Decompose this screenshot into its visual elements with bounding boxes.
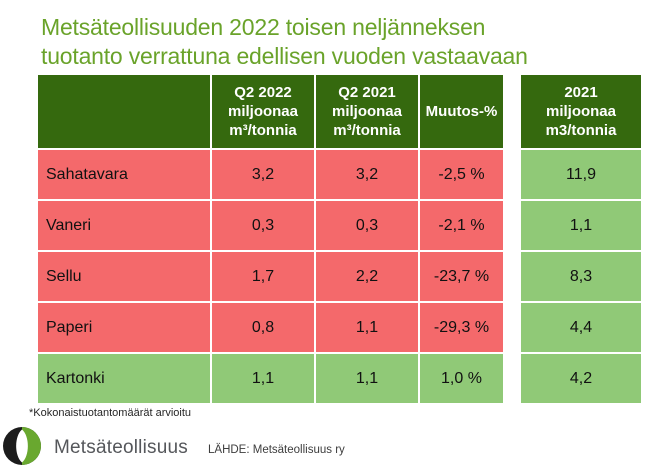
header-muutos: Muutos-% — [420, 75, 503, 148]
row-label-sellu: Sellu — [38, 252, 210, 301]
column-gap — [505, 354, 519, 403]
column-gap — [505, 252, 519, 301]
cell-paperi-q2-2021: 1,1 — [316, 303, 418, 352]
logo-wordmark: Metsäteollisuus — [54, 437, 188, 458]
cell-sellu-q2-2022: 1,7 — [212, 252, 314, 301]
header-q2-2021-line3: m³/tonnia — [333, 122, 401, 139]
footnote: *Kokonaistuotantomäärät arvioitu — [29, 407, 192, 419]
header-q2-2022: Q2 2022 miljoonaa m³/tonnia — [212, 75, 314, 148]
header-q2-2021: Q2 2021 miljoonaa m³/tonnia — [316, 75, 418, 148]
column-gap — [505, 201, 519, 250]
title-line2: tuotanto verrattuna edellisen vuoden vas… — [41, 43, 528, 69]
cell-kartonki-2021: 4,2 — [521, 354, 641, 403]
header-2021-line2: miljoonaa — [545, 103, 616, 120]
header-q2-2022-line1: Q2 2022 — [234, 84, 292, 101]
cell-vaneri-2021: 1,1 — [521, 201, 641, 250]
row-label-vaneri: Vaneri — [38, 201, 210, 250]
cell-sahatavara-q2-2021: 3,2 — [316, 150, 418, 199]
cell-paperi-q2-2022: 0,8 — [212, 303, 314, 352]
cell-sahatavara-muutos: -2,5 % — [420, 150, 503, 199]
header-empty — [38, 75, 210, 148]
logo-white-leaf — [16, 429, 28, 463]
cell-sahatavara-2021: 11,9 — [521, 150, 641, 199]
header-q2-2021-line1: Q2 2021 — [338, 84, 396, 101]
cell-sellu-q2-2021: 2,2 — [316, 252, 418, 301]
logo-green-half — [22, 427, 41, 465]
cell-paperi-2021: 4,4 — [521, 303, 641, 352]
source-label: LÄHDE: Metsäteollisuus ry — [208, 444, 345, 456]
header-q2-2021-line2: miljoonaa — [331, 103, 402, 120]
header-muutos-label: Muutos-% — [425, 103, 498, 120]
header-2021: 2021 miljoonaa m3/tonnia — [521, 75, 641, 148]
cell-vaneri-q2-2022: 0,3 — [212, 201, 314, 250]
cell-sellu-muutos: -23,7 % — [420, 252, 503, 301]
header-q2-2022-line2: miljoonaa — [227, 103, 298, 120]
row-label-paperi: Paperi — [38, 303, 210, 352]
page-title: Metsäteollisuuden 2022 toisen neljänneks… — [41, 13, 528, 71]
cell-paperi-muutos: -29,3 % — [420, 303, 503, 352]
column-gap — [505, 303, 519, 352]
metsateollisuus-logo-icon — [3, 427, 41, 465]
production-table: Q2 2022 miljoonaa m³/tonnia Q2 2021 milj… — [38, 75, 641, 403]
cell-vaneri-q2-2021: 0,3 — [316, 201, 418, 250]
header-2021-line1: 2021 — [564, 84, 598, 101]
column-gap — [505, 150, 519, 199]
cell-vaneri-muutos: -2,1 % — [420, 201, 503, 250]
header-2021-line3: m3/tonnia — [545, 122, 617, 139]
header-q2-2022-line3: m³/tonnia — [229, 122, 297, 139]
row-label-sahatavara: Sahatavara — [38, 150, 210, 199]
row-label-kartonki: Kartonki — [38, 354, 210, 403]
title-line1: Metsäteollisuuden 2022 toisen neljänneks… — [41, 14, 486, 40]
cell-sahatavara-q2-2022: 3,2 — [212, 150, 314, 199]
cell-kartonki-q2-2022: 1,1 — [212, 354, 314, 403]
cell-sellu-2021: 8,3 — [521, 252, 641, 301]
column-gap — [505, 75, 519, 148]
cell-kartonki-q2-2021: 1,1 — [316, 354, 418, 403]
cell-kartonki-muutos: 1,0 % — [420, 354, 503, 403]
